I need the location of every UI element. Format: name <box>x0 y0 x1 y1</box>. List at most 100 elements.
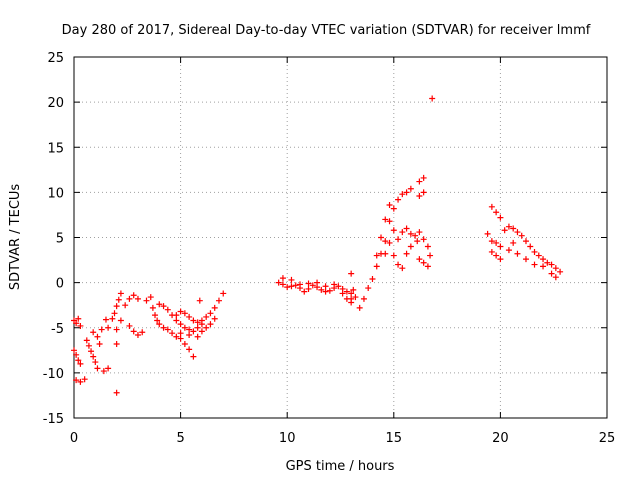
data-point <box>194 333 201 340</box>
data-point <box>412 232 419 239</box>
data-point <box>288 276 295 283</box>
data-point <box>382 238 389 245</box>
data-point <box>279 275 286 282</box>
data-point <box>134 295 141 302</box>
data-point <box>211 304 218 311</box>
data-point <box>90 329 97 336</box>
data-point <box>552 274 559 281</box>
data-point <box>190 353 197 360</box>
y-tick-label: -5 <box>51 322 64 337</box>
data-point <box>335 283 342 290</box>
data-point <box>510 239 517 246</box>
data-point <box>493 209 500 216</box>
data-point <box>497 243 504 250</box>
data-point <box>279 281 286 288</box>
data-point <box>292 282 299 289</box>
data-point <box>514 229 521 236</box>
grid <box>74 57 607 418</box>
data-point <box>275 279 282 286</box>
data-point <box>414 238 421 245</box>
data-point <box>399 229 406 236</box>
data-point <box>390 227 397 234</box>
chart-title: Day 280 of 2017, Sidereal Day-to-day VTE… <box>62 23 591 38</box>
data-point <box>156 301 163 308</box>
data-point <box>348 290 355 297</box>
data-point <box>198 317 205 324</box>
data-point <box>493 239 500 246</box>
data-point <box>386 202 393 209</box>
data-point <box>501 227 508 234</box>
data-point <box>373 263 380 270</box>
data-point <box>557 268 564 275</box>
data-point <box>348 270 355 277</box>
data-point <box>164 326 171 333</box>
data-point <box>510 225 517 232</box>
data-point <box>190 317 197 324</box>
data-point <box>514 250 521 257</box>
data-point <box>115 296 122 303</box>
data-point <box>160 303 167 310</box>
data-point <box>518 232 525 239</box>
data-point <box>177 308 184 315</box>
data-point <box>288 283 295 290</box>
data-point <box>407 185 414 192</box>
data-point <box>343 288 350 295</box>
data-point <box>149 304 156 311</box>
data-point <box>403 225 410 232</box>
data-point <box>399 191 406 198</box>
data-point <box>420 189 427 196</box>
data-point <box>535 252 542 259</box>
data-point <box>181 324 188 331</box>
data-point <box>77 378 84 385</box>
data-point <box>350 286 357 293</box>
data-point <box>314 279 321 286</box>
data-point <box>83 337 90 344</box>
data-point <box>305 280 312 287</box>
data-point <box>105 365 112 372</box>
data-point <box>117 317 124 324</box>
data-point <box>386 239 393 246</box>
data-point <box>403 189 410 196</box>
y-tick-label: 20 <box>47 96 64 111</box>
data-point <box>113 326 120 333</box>
data-point <box>194 319 201 326</box>
data-point <box>169 330 176 337</box>
data-point <box>497 214 504 221</box>
data-point <box>164 306 171 313</box>
data-point <box>373 252 380 259</box>
data-point <box>190 328 197 335</box>
data-point <box>90 353 97 360</box>
data-point <box>147 294 154 301</box>
data-point <box>339 290 346 297</box>
data-point <box>531 261 538 268</box>
data-point <box>181 340 188 347</box>
data-point <box>113 340 120 347</box>
data-point <box>139 329 146 336</box>
data-point <box>420 259 427 266</box>
data-point <box>94 365 101 372</box>
data-point <box>352 294 359 301</box>
data-point <box>85 342 92 349</box>
data-point <box>382 250 389 257</box>
data-point <box>326 287 333 294</box>
data-point <box>92 359 99 366</box>
data-point <box>94 333 101 340</box>
data-point <box>505 247 512 254</box>
data-point <box>96 340 103 347</box>
data-point <box>407 243 414 250</box>
data-point <box>488 203 495 210</box>
data-point <box>548 270 555 277</box>
data-point <box>73 377 80 384</box>
data-point <box>73 351 80 358</box>
data-point <box>322 283 329 290</box>
data-point <box>130 292 137 299</box>
data-point <box>399 265 406 272</box>
data-point <box>156 321 163 328</box>
data-point <box>88 348 95 355</box>
y-tick-label: -15 <box>43 412 64 427</box>
data-point <box>395 261 402 268</box>
data-point <box>309 282 316 289</box>
data-point <box>527 243 534 250</box>
data-marks <box>71 95 564 396</box>
data-point <box>382 216 389 223</box>
